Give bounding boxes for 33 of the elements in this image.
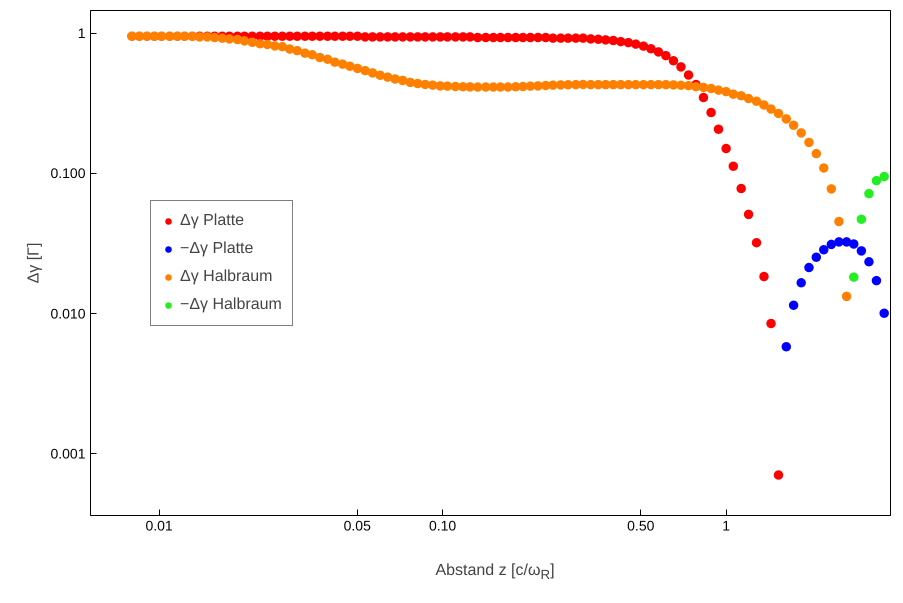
point <box>864 257 874 267</box>
y-axis-title: Δγ [Γ] <box>25 242 42 284</box>
legend-label: −Δγ Halbraum <box>180 296 282 314</box>
legend-label: −Δγ Platte <box>180 240 254 258</box>
point <box>849 272 859 282</box>
point <box>804 262 814 272</box>
y-tick-label: 0.100 <box>50 165 86 182</box>
point <box>819 245 829 255</box>
x-tick-label: 0.50 <box>627 518 655 534</box>
point <box>782 342 792 352</box>
point <box>856 214 866 224</box>
x-tick-label: 1 <box>722 518 730 534</box>
y-tick-label: 0.001 <box>50 445 86 462</box>
point <box>796 278 806 288</box>
x-tick-label: 0.05 <box>344 518 372 534</box>
point <box>872 276 882 286</box>
point <box>879 308 889 318</box>
legend-label: Δγ Platte <box>180 212 244 230</box>
point <box>879 172 889 182</box>
legend-label: Δγ Halbraum <box>180 268 272 286</box>
point <box>849 239 859 249</box>
x-tick-label: 0.10 <box>428 518 456 534</box>
point <box>872 176 882 186</box>
y-tick-label: 1 <box>78 25 86 42</box>
point <box>856 246 866 256</box>
point <box>834 237 844 247</box>
x-axis-title: Abstand z [c/ω$_{R}$] <box>435 561 555 584</box>
point <box>812 252 822 262</box>
point <box>826 240 836 250</box>
point <box>788 300 798 310</box>
x-tick-label: 0.01 <box>145 518 173 534</box>
y-tick-label: 0.010 <box>50 305 86 322</box>
point <box>864 188 874 198</box>
